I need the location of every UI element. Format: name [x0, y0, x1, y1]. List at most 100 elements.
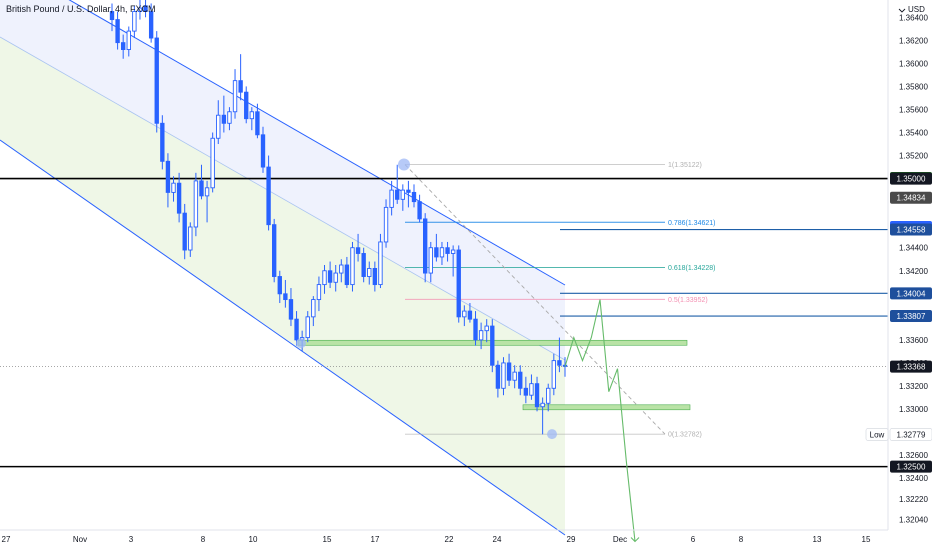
candle-body	[154, 37, 159, 124]
candle-body	[327, 270, 333, 283]
candle-body	[238, 80, 243, 93]
support-zone-support-lower[interactable]	[522, 404, 691, 411]
horizontal-levels[interactable]	[0, 177, 888, 468]
candle-body	[428, 247, 433, 274]
candle-body	[411, 191, 417, 203]
candle-body	[249, 111, 254, 120]
fib-level-label: 0.5(1.33952)	[668, 297, 708, 304]
candle-body	[523, 387, 529, 396]
candle-body	[467, 310, 473, 320]
price-tick-label: 1.32220	[899, 495, 928, 504]
chevron-down-icon[interactable]	[898, 8, 906, 13]
candle-body	[501, 362, 506, 389]
candle-body	[272, 224, 277, 277]
candle-body	[406, 189, 411, 193]
candle-body	[456, 249, 461, 318]
fibonacci-retracement[interactable]: 1(1.35122) 0.786(1.34621) 0.618(1.34228) 0.…	[404, 162, 715, 439]
fib-anchor-top-marker[interactable]	[398, 158, 410, 171]
price-badge-label: 1.33807	[897, 312, 926, 321]
candle-body	[143, 5, 148, 12]
candle-body	[450, 249, 456, 254]
candle-body	[395, 189, 400, 200]
low-tag-label: Low	[870, 430, 885, 439]
time-tick-label: 3	[129, 535, 134, 544]
time-axis[interactable]: 27 Nov 3 8 10 15 17 22 24 29 Dec 6 8 13 15	[0, 529, 888, 544]
time-tick-label: Dec	[613, 535, 627, 544]
price-badge-label: 1.35000	[897, 175, 926, 184]
candle-body	[137, 7, 143, 12]
candle-body	[333, 272, 338, 283]
channel-upper-line[interactable]	[0, 0, 566, 286]
time-tick-label: 29	[567, 535, 576, 544]
price-badge	[890, 287, 932, 300]
projected-price-path[interactable]	[564, 299, 636, 542]
candle-body	[221, 114, 227, 124]
candle-body	[423, 218, 428, 274]
candle-body	[434, 247, 439, 258]
time-tick-label: 24	[493, 535, 502, 544]
projected-path[interactable]	[564, 299, 640, 543]
candle-body	[126, 30, 131, 50]
price-badge	[890, 191, 932, 204]
time-tick-label: 8	[739, 535, 744, 544]
time-tick-label: 15	[323, 535, 332, 544]
time-tick-label: 17	[371, 535, 380, 544]
candle-body	[355, 247, 361, 254]
channel-lower-line[interactable]	[0, 139, 566, 536]
price-tick-label: 1.33200	[899, 382, 928, 391]
candle-body	[400, 189, 405, 200]
candle-body	[389, 189, 394, 208]
channel-middle-line[interactable]	[0, 36, 566, 361]
time-tick-label: 15	[862, 535, 871, 544]
candle-body	[132, 11, 137, 32]
price-tick-label: 1.33600	[899, 336, 928, 345]
candle-body	[344, 264, 350, 286]
candle-body	[171, 182, 176, 193]
candle-body	[495, 364, 501, 389]
fib-anchor-bottom-marker[interactable]	[547, 429, 557, 440]
candle-body	[204, 187, 210, 197]
price-tick-label: 1.32600	[899, 451, 928, 460]
price-tick-label: 1.34400	[899, 244, 928, 253]
candle-body	[473, 318, 478, 341]
candle-body	[512, 371, 517, 381]
path-arrow-head	[630, 537, 640, 543]
price-badge-label: 1.34834	[897, 194, 926, 203]
price-tick-label: 1.36400	[899, 13, 928, 22]
low-tag-bg	[865, 428, 889, 441]
time-tick-label: Nov	[73, 535, 87, 544]
price-tick-label: 1.35800	[899, 82, 928, 91]
candle-body	[361, 253, 366, 277]
price-badge	[890, 310, 932, 323]
candle-body	[383, 206, 389, 243]
candle-body	[439, 247, 445, 258]
candle-body	[529, 383, 534, 396]
fib-level-label: 0.618(1.34228)	[668, 265, 715, 272]
candle-body	[266, 166, 271, 226]
price-badge	[890, 223, 932, 236]
candle-body	[540, 402, 545, 408]
candle-body	[115, 19, 120, 44]
candlestick-series	[109, 0, 568, 440]
price-badge	[890, 360, 932, 373]
candle-body	[121, 42, 126, 50]
price-tick-label: 1.34200	[899, 267, 928, 276]
candle-body	[478, 330, 484, 341]
candle-body	[305, 316, 310, 339]
time-tick-label: 10	[249, 535, 258, 544]
candle-body	[311, 299, 316, 318]
fib-level-label: 0.786(1.34621)	[668, 220, 715, 227]
candle-body	[462, 310, 467, 318]
price-badge	[890, 460, 932, 473]
candle-body	[244, 91, 249, 120]
time-tick-label: 8	[201, 535, 206, 544]
swing-low-marker[interactable]	[296, 338, 306, 349]
candle-body	[372, 268, 378, 286]
candle-body	[339, 264, 344, 274]
price-tick-label: 1.32040	[899, 516, 928, 525]
candle-body	[445, 247, 450, 254]
candle-body	[165, 160, 171, 193]
candle-body	[484, 325, 489, 332]
